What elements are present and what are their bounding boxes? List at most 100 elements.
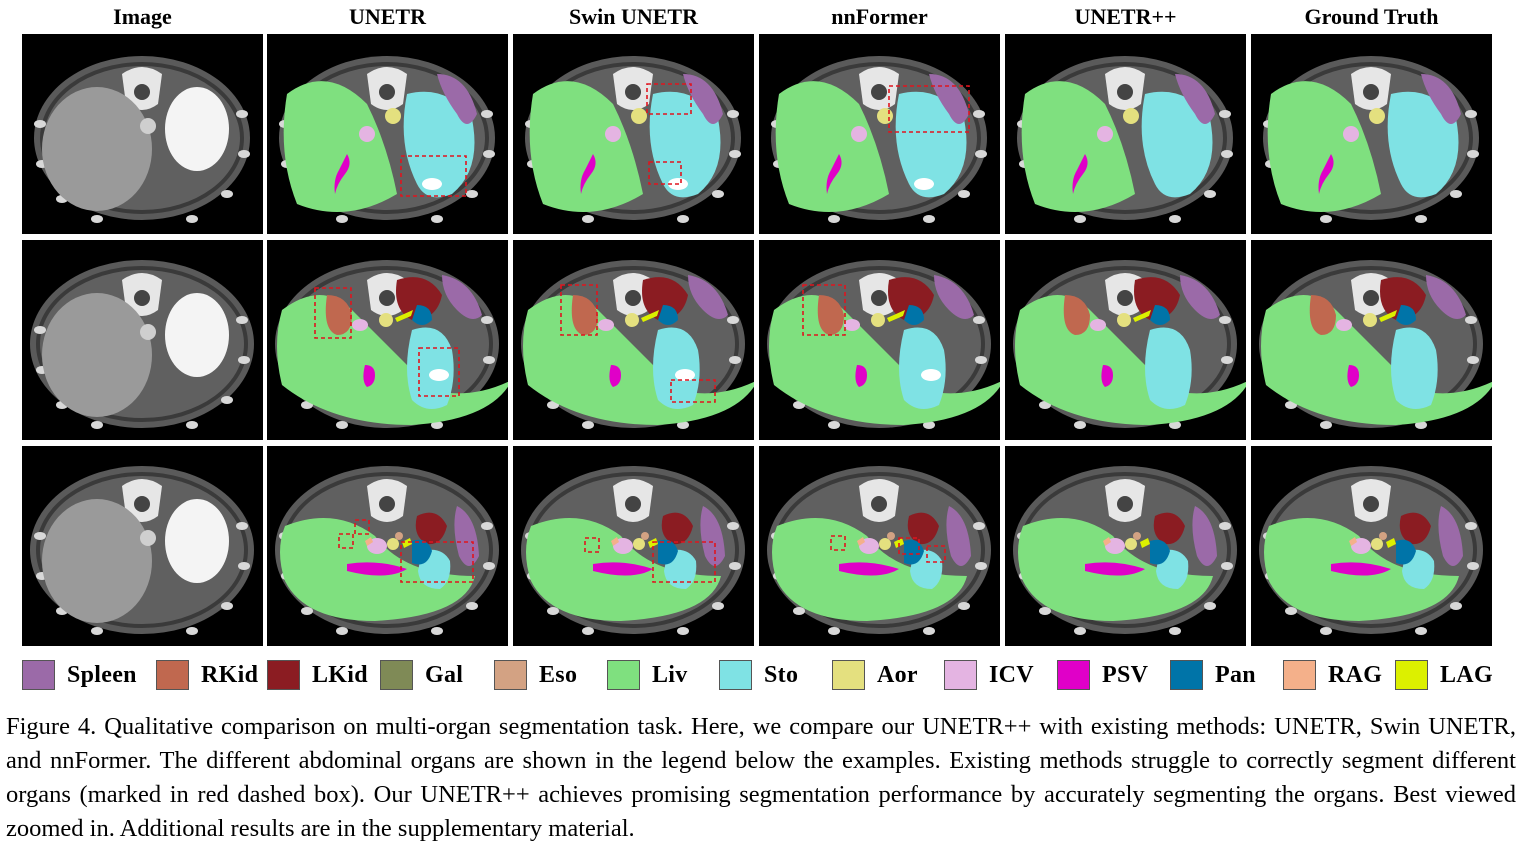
legend-item: Pan: [1170, 656, 1256, 694]
ct-slice-image: [22, 240, 263, 440]
legend-label: Gal: [425, 661, 464, 688]
legend-label: LKid: [312, 661, 368, 688]
organ-mask-icv: [1336, 319, 1352, 331]
organ-mask-spleen: [700, 506, 725, 566]
organ-mask-pan: [412, 539, 432, 565]
ct-slice-image: [22, 446, 263, 646]
organ-mask-lag: [1140, 538, 1150, 548]
organ-mask-aor: [871, 313, 885, 327]
missegmented-region: [921, 369, 941, 381]
organ-mask-lag: [402, 538, 412, 548]
organ-mask-eso: [641, 532, 649, 540]
column-header: UNETR: [348, 4, 426, 29]
legend-swatch: [607, 660, 640, 690]
organ-mask-aor: [1125, 538, 1137, 550]
legend-item: RKid: [156, 656, 258, 694]
legend-item: Spleen: [22, 656, 137, 694]
organ-mask-liv: [283, 81, 397, 212]
organ-mask-psv: [855, 365, 867, 387]
organ-mask-liv: [1021, 81, 1135, 212]
organ-mask-pan: [1396, 539, 1416, 565]
organ-mask-eso: [395, 532, 403, 540]
error-dashed-box: [418, 347, 460, 397]
ct-slice-image: [513, 446, 754, 646]
legend-label: PSV: [1102, 661, 1149, 688]
organ-mask-aor: [879, 538, 891, 550]
error-dashed-box: [400, 155, 467, 197]
organ-mask-lag: [887, 310, 905, 322]
organ-mask-spleen: [437, 74, 477, 124]
organ-mask-icv: [851, 126, 867, 142]
ct-image-panel: [22, 240, 263, 440]
organ-mask-lkid: [661, 512, 693, 545]
missegmented-region: [422, 178, 442, 190]
organ-mask-psv: [1318, 154, 1334, 194]
organ-mask-lkid: [888, 277, 934, 320]
organ-mask-psv: [334, 154, 350, 194]
organ-mask-spleen: [934, 275, 974, 319]
organ-mask-psv: [1331, 562, 1391, 576]
legend-item: PSV: [1057, 656, 1148, 694]
organ-mask-rkid: [1309, 295, 1336, 335]
organ-mask-icv: [359, 126, 375, 142]
organ-mask-pan: [904, 305, 924, 325]
column-header: nnFormer: [831, 4, 928, 29]
ct-slice-image: [267, 446, 508, 646]
organ-mask-pan: [658, 539, 678, 565]
figure-caption: Figure 4. Qualitative comparison on mult…: [6, 713, 1516, 842]
legend-swatch: [1283, 660, 1316, 690]
organ-mask-rkid: [1063, 295, 1090, 335]
ct-slice-image: [513, 240, 754, 440]
organ-mask-aor: [1371, 538, 1383, 550]
organ-mask-liv: [775, 81, 889, 212]
organ-mask-pan: [658, 305, 678, 325]
organ-mask-sto: [1141, 91, 1213, 198]
segmentation-panel: [513, 34, 754, 234]
legend-swatch: [832, 660, 865, 690]
organ-mask-aor: [625, 313, 639, 327]
segmentation-panel: [1251, 34, 1492, 234]
organ-mask-spleen: [442, 275, 482, 319]
ct-slice-image: [513, 34, 754, 234]
organ-mask-icv: [1097, 126, 1113, 142]
organ-mask-rkid: [325, 295, 352, 335]
organ-mask-lkid: [396, 277, 442, 320]
legend-swatch: [22, 660, 55, 690]
organ-mask-aor: [385, 108, 401, 124]
legend-swatch: [494, 660, 527, 690]
legend-item: Gal: [380, 656, 463, 694]
organ-mask-aor: [631, 108, 647, 124]
organ-mask-aor: [379, 313, 393, 327]
ct-slice-image: [759, 240, 1000, 440]
organ-mask-spleen: [688, 275, 728, 319]
legend-label: RKid: [201, 661, 259, 688]
organ-mask-psv: [347, 562, 407, 576]
error-dashed-box: [648, 161, 682, 185]
organ-mask-aor: [1123, 108, 1139, 124]
organ-mask-icv: [1090, 319, 1106, 331]
organ-mask-sto: [895, 91, 967, 198]
legend-label: ICV: [989, 661, 1034, 688]
organ-mask-lkid: [1134, 277, 1180, 320]
legend-label: Eso: [539, 661, 578, 688]
legend-swatch: [156, 660, 189, 690]
organ-mask-spleen: [683, 74, 723, 124]
organ-mask-lkid: [1399, 512, 1431, 545]
organ-mask-lag: [395, 310, 413, 322]
error-dashed-box: [802, 284, 846, 336]
segmentation-panel: [759, 34, 1000, 234]
ct-slice-image: [759, 34, 1000, 234]
ct-image-panel: [22, 446, 263, 646]
segmentation-panel: [1005, 34, 1246, 234]
organ-mask-psv: [1085, 562, 1145, 576]
column-header: Ground Truth: [1304, 4, 1439, 29]
legend-item: RAG: [1283, 656, 1382, 694]
organ-mask-sto: [1387, 91, 1459, 198]
ct-slice-image: [1005, 240, 1246, 440]
organ-mask-rkid: [571, 295, 598, 335]
organ-mask-lag: [1379, 310, 1397, 322]
organ-mask-sto: [1391, 327, 1438, 409]
organ-legend: Spleen RKid LKid Gal Eso Liv Sto Aor ICV PSV Pan RA…: [22, 656, 1493, 694]
organ-mask-lkid: [642, 277, 688, 320]
legend-label: RAG: [1328, 661, 1383, 688]
